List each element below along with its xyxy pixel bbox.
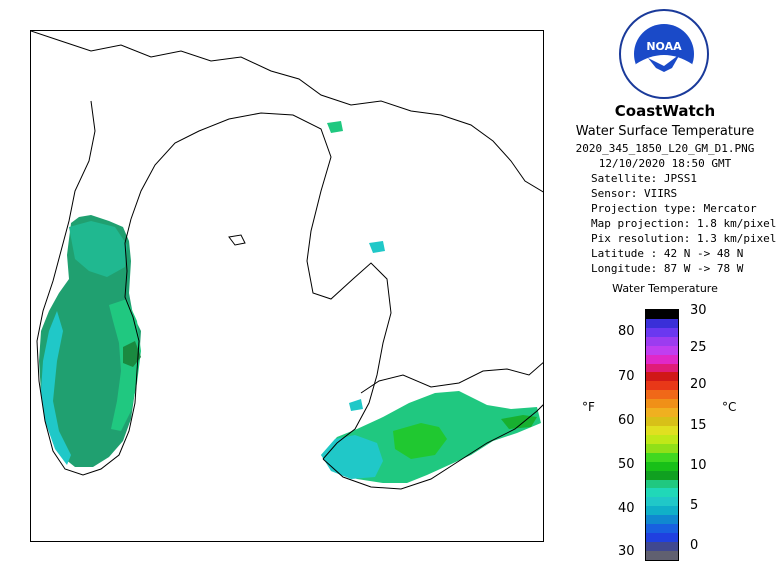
lake-michigan-warm-patch (123, 341, 141, 367)
product-title: CoastWatch (614, 102, 716, 120)
map-projection-text: Map projection: 1.8 km/pixel (591, 217, 777, 230)
f-tick-80: 80 (618, 324, 635, 339)
colorbar-swatch (646, 363, 678, 373)
metadata-block: 2020_345_1850_L20_GM_D1.PNG 12/10/2020 1… (548, 141, 782, 276)
lake-huron-patch (369, 241, 385, 253)
colorbar-swatch (646, 470, 678, 480)
c-tick-10: 10 (690, 458, 707, 473)
noaa-logo: NOAA (618, 8, 710, 100)
colorbar-swatch (646, 310, 678, 319)
datetime-text: 12/10/2020 18:50 GMT (598, 157, 732, 170)
celsius-unit: °C (722, 400, 737, 414)
projection-type-text: Projection type: Mercator (591, 202, 757, 215)
colorbar-swatch (646, 479, 678, 489)
c-tick-25: 25 (690, 340, 707, 355)
north-channel-patch (327, 121, 343, 133)
sensor-text: Sensor: VIIRS (591, 187, 678, 200)
c-tick-20: 20 (690, 377, 707, 392)
colorbar-swatch (646, 372, 678, 382)
pix-resolution-text: Pix resolution: 1.3 km/pixel (591, 232, 777, 245)
c-tick-5: 5 (690, 498, 699, 513)
c-tick-15: 15 (690, 418, 707, 433)
f-tick-30: 30 (618, 544, 635, 559)
water-temperature-map (31, 31, 543, 490)
colorbar-swatch (646, 524, 678, 534)
colorbar-swatch (646, 452, 678, 462)
latitude-text: Latitude : 42 N -> 48 N (591, 247, 744, 260)
colorbar-swatch (646, 488, 678, 498)
colorbar-swatch (646, 541, 678, 551)
lake-erie-warm-core (393, 423, 447, 459)
colorbar-swatch (646, 506, 678, 516)
colorbar-swatch (646, 390, 678, 400)
satellite-text: Satellite: JPSS1 (591, 172, 697, 185)
f-tick-50: 50 (618, 457, 635, 472)
lake-michigan-mid-band (109, 299, 141, 431)
lake-michigan-cold-edge (41, 311, 71, 465)
colorbar-swatch (646, 399, 678, 409)
upper-peninsula-coastline (31, 31, 543, 193)
lake-michigan-north-patch (69, 221, 127, 277)
temperature-colorbar (645, 309, 679, 561)
map-panel (30, 30, 544, 542)
fahrenheit-unit: °F (582, 400, 595, 414)
colorbar-swatch (646, 336, 678, 346)
colorbar-swatch (646, 354, 678, 364)
f-tick-40: 40 (618, 501, 635, 516)
colorbar-swatch (646, 461, 678, 471)
lake-st-clair-patch (349, 399, 363, 411)
colorbar-swatch (646, 550, 678, 560)
filename-text: 2020_345_1850_L20_GM_D1.PNG (575, 142, 755, 155)
colorbar-swatch (646, 408, 678, 418)
longitude-text: Longitude: 87 W -> 78 W (591, 262, 744, 275)
island-outline (228, 234, 246, 246)
legend-title: Water Temperature (612, 282, 718, 295)
colorbar-swatch (646, 345, 678, 355)
c-tick-0: 0 (690, 538, 699, 553)
c-tick-30: 30 (690, 303, 707, 318)
colorbar-swatch (646, 515, 678, 525)
colorbar-swatch (646, 434, 678, 444)
colorbar-swatch (646, 533, 678, 542)
f-tick-70: 70 (618, 369, 635, 384)
colorbar-swatch (646, 497, 678, 507)
noaa-logo-text: NOAA (646, 40, 682, 53)
colorbar-swatch (646, 417, 678, 426)
product-subtitle: Water Surface Temperature (575, 124, 755, 139)
michigan-west-coastline (36, 100, 140, 476)
lake-michigan-water-temp (39, 215, 141, 467)
colorbar-swatch (646, 381, 678, 391)
michigan-mitten-coastline (130, 112, 392, 460)
colorbar-swatch (646, 443, 678, 453)
lake-erie-west-cold (321, 435, 383, 479)
colorbar-swatch (646, 425, 678, 435)
ontario-coastline (360, 362, 543, 394)
colorbar-swatch (646, 318, 678, 328)
f-tick-60: 60 (618, 413, 635, 428)
lake-erie-coastline (322, 404, 543, 490)
colorbar-swatch (646, 327, 678, 337)
